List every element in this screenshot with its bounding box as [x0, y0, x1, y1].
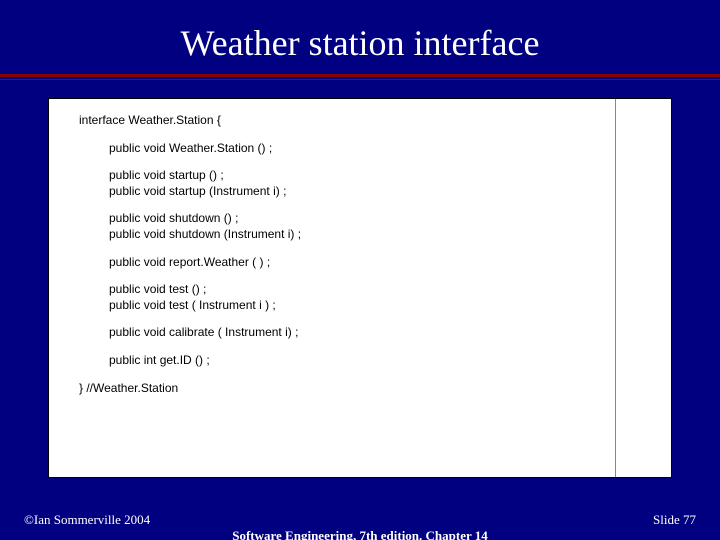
code-line: public void calibrate ( Instrument i) ;: [109, 325, 611, 341]
code-line: } //Weather.Station: [79, 381, 611, 397]
footer-copyright: ©Ian Sommerville 2004: [24, 512, 150, 528]
code-line: public void Weather.Station () ;: [109, 141, 611, 157]
code-line: public void test ( Instrument i ) ;: [109, 298, 611, 314]
code-line: interface Weather.Station {: [79, 113, 611, 129]
divider-thick: [0, 74, 720, 77]
vertical-rule: [615, 99, 616, 477]
code-line: public void test () ;: [109, 282, 611, 298]
code-line: public void report.Weather ( ) ;: [109, 255, 611, 271]
code-line: public void shutdown () ;: [109, 211, 611, 227]
footer-slide-number: Slide 77: [653, 512, 696, 528]
code-line: public void startup () ;: [109, 168, 611, 184]
page-title: Weather station interface: [0, 0, 720, 74]
code-line: public void shutdown (Instrument i) ;: [109, 227, 611, 243]
slide: Weather station interface interface Weat…: [0, 0, 720, 540]
code-line: public void startup (Instrument i) ;: [109, 184, 611, 200]
footer-title: Software Engineering, 7th edition. Chapt…: [0, 528, 720, 540]
code-area: interface Weather.Station { public void …: [49, 99, 671, 406]
code-line: public int get.ID () ;: [109, 353, 611, 369]
divider-thin: [0, 79, 720, 80]
code-panel: interface Weather.Station { public void …: [48, 98, 672, 478]
